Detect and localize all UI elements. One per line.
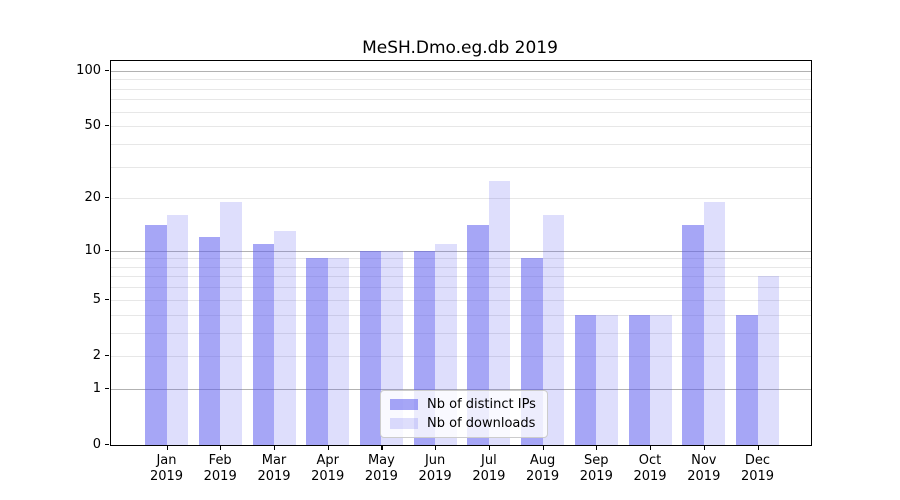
legend-item-distinct-ips: Nb of distinct IPs — [390, 397, 536, 412]
gridline-minor-7 — [111, 276, 811, 278]
bar-may-ips — [359, 250, 382, 445]
legend-item-downloads: Nb of downloads — [390, 416, 536, 431]
legend-label-downloads: Nb of downloads — [427, 416, 536, 431]
y-tick-mark-20 — [105, 197, 109, 199]
x-tick-label-dec: Dec 2019 — [740, 453, 775, 484]
gridline-minor-40 — [111, 143, 811, 145]
bar-nov-ips — [682, 225, 704, 445]
x-tick-label-apr: Apr 2019 — [311, 453, 345, 484]
x-tick-label-sep: Sep 2019 — [579, 453, 613, 484]
x-tick-label-nov: Nov 2019 — [687, 453, 721, 484]
bar-oct-ips — [628, 314, 650, 445]
y-tick-label-5: 5 — [92, 291, 101, 307]
gridline-minor-4 — [111, 314, 811, 316]
y-tick-label-2: 2 — [92, 347, 101, 363]
bar-dec-downloads — [757, 276, 779, 445]
bar-apr-downloads — [327, 258, 350, 445]
legend-label-distinct-ips: Nb of distinct IPs — [427, 397, 536, 412]
x-tick-mark-jan — [166, 446, 168, 450]
y-tick-label-0: 0 — [92, 437, 101, 452]
x-tick-mark-apr — [327, 446, 329, 450]
bar-jan-downloads — [166, 215, 188, 445]
bar-sep-ips — [574, 314, 597, 445]
gridline-minor-30 — [111, 166, 811, 168]
gridline-major-100 — [111, 70, 811, 72]
x-tick-label-mar: Mar 2019 — [257, 453, 291, 484]
bar-mar-downloads — [274, 231, 296, 445]
gridline-minor-6 — [111, 287, 811, 289]
gridline-minor-90 — [111, 79, 811, 81]
x-tick-mark-may — [381, 446, 383, 450]
x-tick-mark-oct — [650, 446, 652, 450]
y-tick-label-50: 50 — [84, 118, 101, 134]
chart-title: MeSH.Dmo.eg.db 2019 — [362, 38, 558, 58]
y-tick-mark-1 — [105, 387, 109, 389]
bar-jul-downloads — [488, 180, 511, 445]
bar-jan-ips — [145, 225, 167, 445]
bar-nov-downloads — [703, 202, 726, 445]
gridline-minor-3 — [111, 332, 811, 334]
y-tick-mark-2 — [105, 354, 109, 357]
x-tick-label-jul: Jul 2019 — [472, 453, 506, 484]
gridline-minor-5 — [111, 299, 811, 301]
y-tick-mark-5 — [105, 298, 109, 300]
x-tick-mark-aug — [542, 446, 544, 450]
bar-apr-ips — [306, 258, 328, 445]
gridline-minor-2 — [111, 355, 811, 357]
x-tick-mark-jul — [488, 446, 491, 450]
x-tick-mark-dec — [757, 446, 759, 450]
bar-mar-ips — [252, 243, 274, 445]
y-tick-label-1: 1 — [92, 380, 101, 396]
y-tick-label-20: 20 — [84, 190, 101, 206]
legend: Nb of distinct IPs Nb of downloads — [380, 390, 548, 438]
y-tick-label-100: 100 — [76, 62, 101, 78]
gridline-major-1 — [111, 388, 811, 390]
gridline-minor-60 — [111, 111, 811, 113]
x-tick-label-aug: Aug 2019 — [526, 453, 560, 484]
bar-sep-downloads — [596, 314, 618, 445]
bar-aug-downloads — [542, 215, 565, 445]
x-tick-label-oct: Oct 2019 — [633, 453, 667, 484]
x-tick-mark-nov — [703, 446, 705, 450]
gridline-minor-50 — [111, 126, 811, 128]
x-tick-mark-mar — [274, 446, 276, 450]
bar-feb-downloads — [220, 202, 242, 445]
y-tick-mark-10 — [105, 249, 109, 251]
gridline-major-10 — [111, 250, 811, 252]
plot-area: Nb of distinct IPs Nb of downloads — [110, 60, 812, 446]
gridline-minor-9 — [111, 258, 811, 260]
x-tick-label-jan: Jan 2019 — [149, 453, 184, 484]
x-tick-label-feb: Feb 2019 — [203, 453, 237, 484]
y-tick-label-10: 10 — [84, 242, 101, 258]
gridline-minor-8 — [111, 266, 811, 268]
x-tick-label-may: May 2019 — [364, 453, 398, 484]
y-tick-mark-100 — [105, 69, 109, 71]
x-tick-mark-feb — [220, 446, 222, 450]
bar-dec-ips — [736, 314, 758, 445]
bar-feb-ips — [198, 237, 221, 445]
gridline-minor-70 — [111, 99, 811, 101]
gridline-minor-80 — [111, 88, 811, 90]
legend-swatch-downloads — [390, 418, 418, 429]
y-tick-mark-50 — [105, 125, 109, 127]
x-tick-mark-sep — [596, 446, 598, 450]
x-tick-label-jun: Jun 2019 — [418, 453, 452, 484]
gridline-minor-20 — [111, 198, 811, 200]
bar-oct-downloads — [650, 314, 672, 445]
y-tick-mark-0 — [105, 444, 109, 446]
x-tick-mark-jun — [435, 446, 437, 450]
legend-swatch-distinct-ips — [390, 399, 418, 410]
